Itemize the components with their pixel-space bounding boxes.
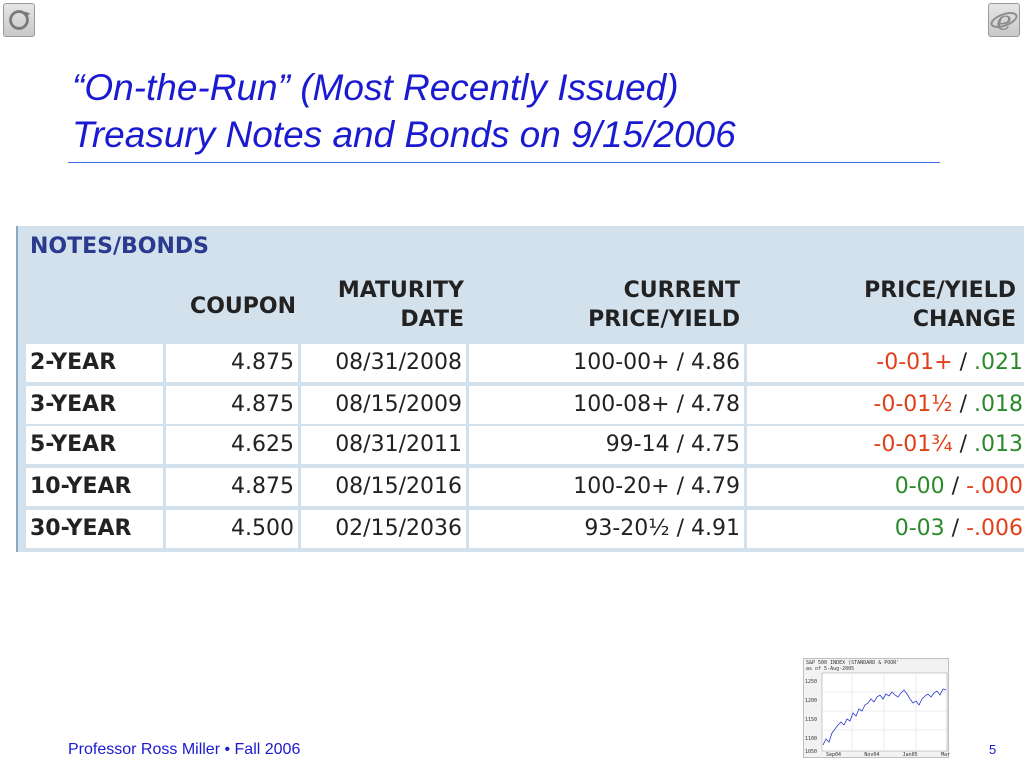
header-coupon-label: COUPON (190, 294, 296, 319)
row-coupon: 4.500 (166, 510, 298, 548)
table-caption: NOTES/BONDS (30, 234, 210, 259)
row-term: 10-YEAR (26, 468, 163, 506)
x-tick: Sep04 (826, 752, 842, 758)
svg-text:e: e (996, 6, 1012, 36)
separator: / (944, 516, 967, 541)
row-price-yield: 93-20½ / 4.91 (469, 510, 744, 548)
header-price: CURRENT PRICE/YIELD (468, 276, 740, 334)
row-coupon: 4.875 (166, 386, 298, 424)
header-change-line1: PRICE/YIELD (864, 278, 1016, 303)
title-divider (68, 162, 940, 163)
row-price-yield: 100-00+ / 4.86 (469, 344, 744, 382)
header-change: PRICE/YIELD CHANGE (744, 276, 1016, 334)
price-change: -0-01¾ (873, 432, 953, 457)
header-maturity: MATURITY DATE (300, 276, 464, 334)
yield-change: .021 (974, 350, 1023, 375)
row-coupon: 4.625 (166, 426, 298, 464)
header-maturity-line2: DATE (400, 307, 464, 332)
yield-change: -.006 (966, 516, 1023, 541)
row-maturity: 08/15/2016 (301, 468, 466, 506)
header-change-line2: CHANGE (912, 307, 1016, 332)
header-maturity-line1: MATURITY (337, 278, 464, 303)
sp500-chart-graphic (821, 672, 948, 752)
row-change: -0-01¾ / .013 (747, 426, 1024, 464)
x-tick: Mar (940, 752, 950, 758)
price-change: 0-00 (894, 474, 945, 499)
y-tick: 1050 (805, 749, 818, 755)
price-change: 0-03 (894, 516, 945, 541)
internet-explorer-icon[interactable]: e (988, 3, 1020, 37)
row-price-yield: 100-08+ / 4.78 (469, 386, 744, 424)
title-line-1: “On-the-Run” (Most Recently Issued) (72, 67, 679, 108)
row-term: 30-YEAR (26, 510, 163, 548)
y-tick: 1200 (805, 698, 818, 704)
header-price-line2: PRICE/YIELD (588, 307, 740, 332)
row-price-yield: 99-14 / 4.75 (469, 426, 744, 464)
row-maturity: 08/15/2009 (301, 386, 466, 424)
title-line-2: Treasury Notes and Bonds on 9/15/2006 (72, 114, 736, 155)
separator: / (944, 474, 967, 499)
row-change: 0-00 / -.000 (747, 468, 1024, 506)
row-term: 2-YEAR (26, 344, 163, 382)
x-tick: Nov04 (864, 752, 880, 758)
separator: / (952, 432, 975, 457)
row-coupon: 4.875 (166, 344, 298, 382)
yield-change: .013 (974, 432, 1023, 457)
chart-title-line2: as of 5-Aug-2005 (806, 666, 855, 672)
row-maturity: 08/31/2011 (301, 426, 466, 464)
row-change: -0-01+ / .021 (747, 344, 1024, 382)
y-axis-labels: 1250 1200 1150 1100 (805, 673, 817, 749)
header-coupon: COUPON (164, 292, 296, 321)
separator: / (952, 392, 975, 417)
row-change: 0-03 / -.006 (747, 510, 1024, 548)
row-maturity: 02/15/2036 (301, 510, 466, 548)
row-maturity: 08/31/2008 (301, 344, 466, 382)
page-number: 5 (989, 742, 997, 757)
separator: / (952, 350, 975, 375)
x-tick: Jan05 (902, 752, 918, 758)
price-change: -0-01½ (873, 392, 953, 417)
row-term: 3-YEAR (26, 386, 163, 424)
chart-title-line1: S&P 500 INDEX (STANDARD & POOR' (806, 660, 900, 666)
yield-change: .018 (974, 392, 1023, 417)
yield-change: -.000 (966, 474, 1023, 499)
x-axis-labels: Sep04 Nov04 Jan05 Mar (826, 752, 950, 758)
treasury-table: NOTES/BONDS COUPON MATURITY DATE CURRENT… (16, 226, 1024, 552)
y-tick: 1250 (805, 679, 818, 685)
chart-title: S&P 500 INDEX (STANDARD & POOR' as of 5-… (806, 660, 899, 672)
table-left-border (16, 226, 18, 552)
row-term: 5-YEAR (26, 426, 163, 464)
sp500-thumbnail-chart: S&P 500 INDEX (STANDARD & POOR' as of 5-… (803, 658, 950, 758)
row-coupon: 4.875 (166, 468, 298, 506)
price-change: -0-01+ (876, 350, 953, 375)
row-price-yield: 100-20+ / 4.79 (469, 468, 744, 506)
y-tick: 1100 (805, 736, 818, 742)
footer-text: Professor Ross Miller • Fall 2006 (68, 741, 301, 758)
header-price-line1: CURRENT (623, 278, 740, 303)
slide-title: “On-the-Run” (Most Recently Issued) Trea… (72, 64, 952, 158)
row-change: -0-01½ / .018 (747, 386, 1024, 424)
y-tick: 1150 (805, 717, 818, 723)
refresh-icon[interactable] (3, 3, 35, 37)
